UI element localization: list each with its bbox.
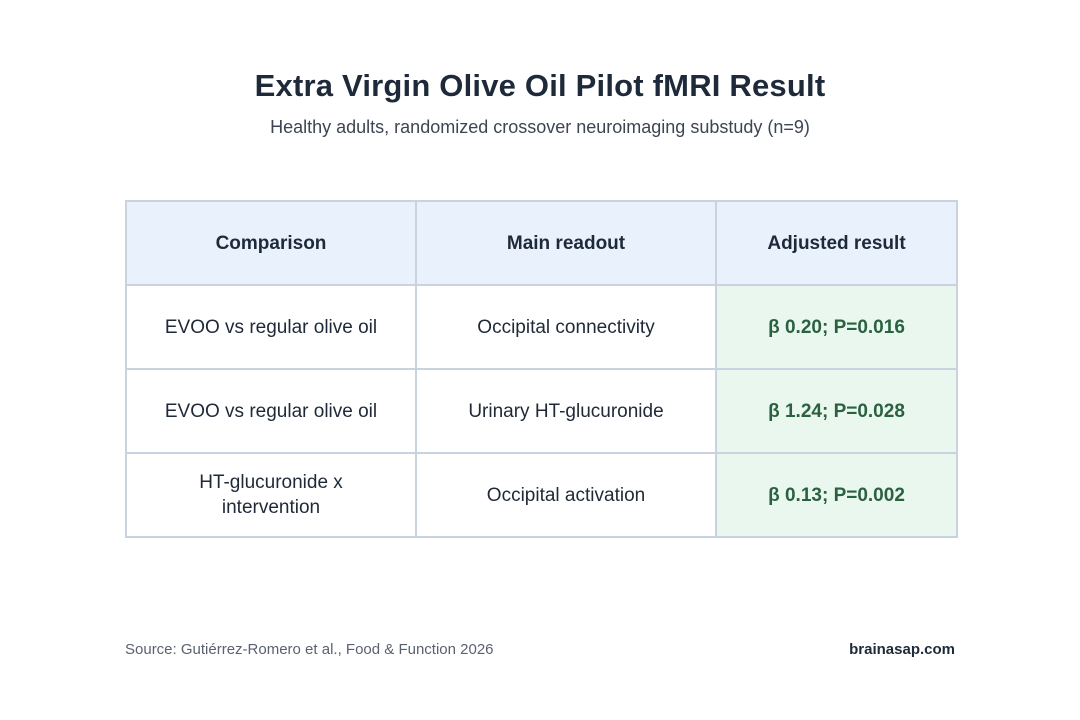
result-cell: β 1.24; P=0.028 <box>715 368 958 454</box>
table-row: HT-glucuronide x intervention Occipital … <box>125 452 958 538</box>
comparison-cell: EVOO vs regular olive oil <box>125 284 417 370</box>
page-title: Extra Virgin Olive Oil Pilot fMRI Result <box>254 68 826 103</box>
column-header-comparison: Comparison <box>125 200 417 286</box>
readout-cell: Urinary HT-glucuronide <box>415 368 717 454</box>
readout-cell: Occipital activation <box>415 452 717 538</box>
brand-label: brainasap.com <box>849 641 955 658</box>
readout-cell: Occipital connectivity <box>415 284 717 370</box>
source-citation: Source: Gutiérrez-Romero et al., Food & … <box>125 641 494 658</box>
results-table: Comparison Main readout Adjusted result … <box>125 200 958 538</box>
table-row: EVOO vs regular olive oil Urinary HT-glu… <box>125 368 958 454</box>
page-subtitle: Healthy adults, randomized crossover neu… <box>270 117 810 137</box>
comparison-cell: EVOO vs regular olive oil <box>125 368 417 454</box>
column-header-adjusted-result: Adjusted result <box>715 200 958 286</box>
result-cell: β 0.20; P=0.016 <box>715 284 958 370</box>
column-header-main-readout: Main readout <box>415 200 717 286</box>
result-cell: β 0.13; P=0.002 <box>715 452 958 538</box>
table-row: EVOO vs regular olive oil Occipital conn… <box>125 284 958 370</box>
comparison-cell: HT-glucuronide x intervention <box>125 452 417 538</box>
table-header-row: Comparison Main readout Adjusted result <box>125 200 958 286</box>
